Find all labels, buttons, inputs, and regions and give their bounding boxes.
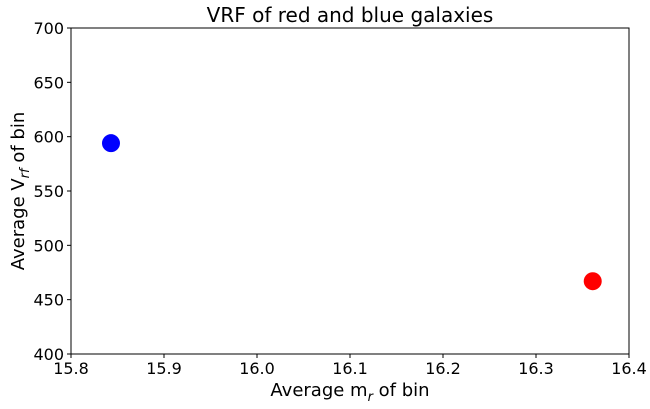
y-tick-label: 400 <box>33 345 64 364</box>
x-tick-label: 16.2 <box>425 359 461 378</box>
x-axis-label-subscript: r <box>368 390 375 405</box>
x-axis-ticks: 15.8 15.9 16.0 16.1 16.2 16.3 16.4 <box>53 354 647 378</box>
y-tick-label: 600 <box>33 128 64 147</box>
y-tick-label: 550 <box>33 182 64 201</box>
y-tick-label: 450 <box>33 291 64 310</box>
x-axis-label-prefix: Average m <box>270 380 367 401</box>
x-tick-label: 16.3 <box>518 359 554 378</box>
y-axis-label-suffix: of bin <box>8 112 29 169</box>
x-tick-label: 16.0 <box>239 359 275 378</box>
x-tick-label: 16.1 <box>332 359 368 378</box>
chart-title: VRF of red and blue galaxies <box>207 3 494 27</box>
y-axis-label-prefix: Average V <box>8 178 29 271</box>
y-axis-ticks: 400 450 500 550 600 650 700 <box>33 19 71 364</box>
data-point <box>101 134 120 153</box>
y-tick-label: 650 <box>33 73 64 92</box>
y-axis-label-subscript: rf <box>18 166 33 178</box>
y-axis-label: Average Vrf of bin <box>8 112 33 271</box>
x-axis-label: Average mr of bin <box>270 380 429 405</box>
x-tick-label: 16.4 <box>611 359 647 378</box>
y-tick-label: 500 <box>33 236 64 255</box>
x-tick-label: 15.9 <box>146 359 182 378</box>
x-axis-label-suffix: of bin <box>373 380 430 401</box>
data-point <box>583 272 602 291</box>
data-points <box>101 134 602 291</box>
plot-frame <box>70 27 630 355</box>
y-tick-label: 700 <box>33 19 64 38</box>
x-tick-label: 15.8 <box>53 359 89 378</box>
